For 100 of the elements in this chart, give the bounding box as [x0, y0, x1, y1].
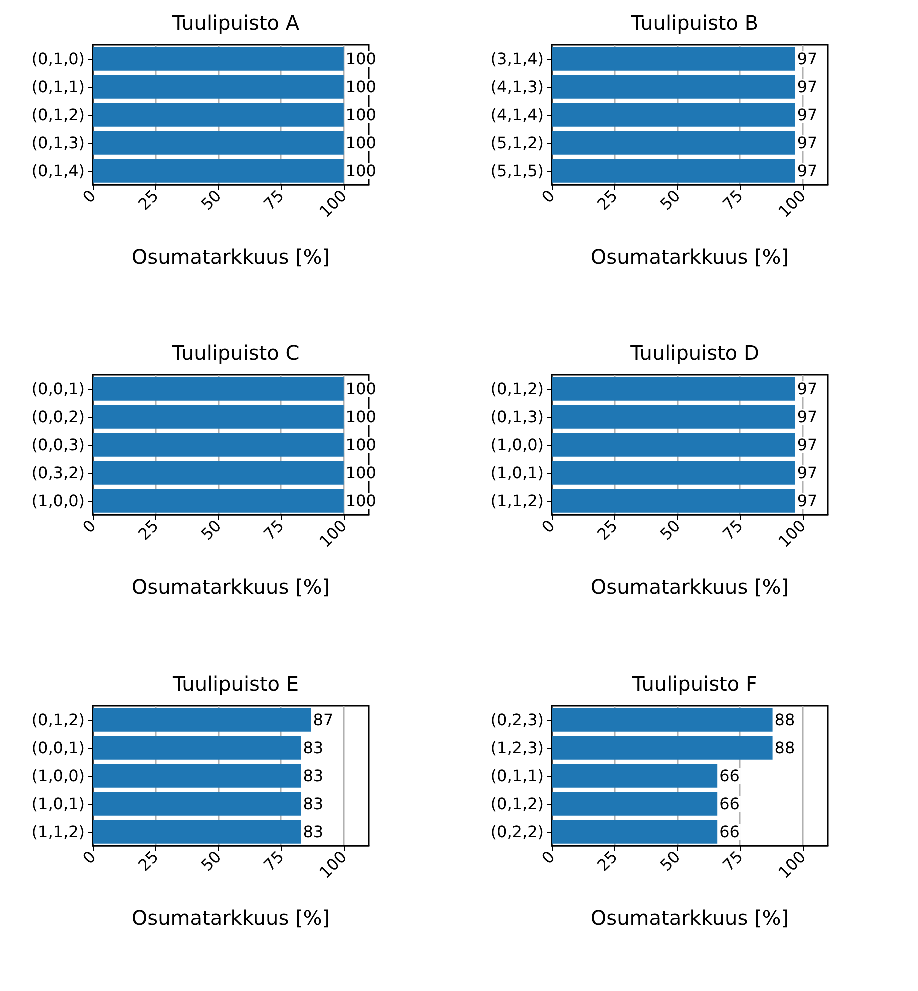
x-tick-label: 25 [134, 516, 162, 544]
y-tick-label: (0,1,3) [32, 134, 85, 152]
y-tick-label: (5,1,2) [490, 134, 544, 152]
chart-title: Tuulipuisto E [172, 672, 300, 696]
y-tick-label: (1,0,0) [32, 492, 85, 511]
data-label: 97 [797, 380, 818, 399]
data-label: 97 [797, 162, 818, 180]
y-tick-label: (3,1,4) [490, 50, 544, 68]
x-tick-label: 100 [316, 846, 351, 882]
x-tick-label: 100 [316, 186, 351, 222]
x-tick-label: 75 [260, 186, 288, 214]
chart-title: Tuulipuisto F [632, 672, 758, 696]
x-tick-label: 0 [538, 516, 559, 538]
y-tick-label: (4,1,3) [490, 78, 544, 96]
y-tick-label: (0,1,3) [490, 408, 544, 427]
data-label: 100 [346, 408, 376, 427]
x-tick-label: 75 [260, 846, 288, 875]
data-label: 83 [303, 794, 324, 814]
data-label: 83 [303, 738, 324, 758]
x-axis-title: Osumatarkkuus [%] [590, 906, 790, 930]
x-tick-label: 75 [719, 516, 747, 544]
y-tick-label: (0,0,1) [32, 380, 85, 399]
x-tick-label: 50 [656, 516, 684, 544]
y-tick-label: (0,1,4) [32, 162, 85, 180]
y-tick-label: (0,1,2) [32, 106, 85, 124]
x-tick-label: 25 [594, 186, 622, 214]
x-tick-label: 75 [719, 846, 747, 875]
x-tick-label: 0 [79, 186, 100, 207]
y-tick-label: (0,0,1) [32, 738, 85, 758]
y-tick-label: (1,0,0) [32, 766, 85, 786]
x-axis-title: Osumatarkkuus [%] [132, 906, 330, 930]
data-label: 97 [797, 408, 818, 427]
y-tick-label: (0,1,2) [490, 794, 544, 814]
x-tick-label: 100 [774, 516, 810, 552]
data-label: 97 [797, 78, 818, 96]
data-label: 100 [346, 50, 376, 68]
x-axis-title: Osumatarkkuus [%] [132, 245, 330, 269]
data-label: 97 [797, 492, 818, 511]
y-tick-label: (0,1,2) [490, 380, 544, 399]
chart-title: Tuulipuisto D [630, 341, 760, 366]
y-tick-label: (0,3,2) [32, 464, 85, 483]
chart-title: Tuulipuisto B [630, 11, 759, 35]
x-tick-label: 25 [134, 186, 162, 214]
data-label: 100 [346, 492, 376, 511]
y-tick-label: (0,0,2) [32, 408, 85, 427]
x-tick-label: 100 [316, 516, 351, 552]
data-label: 97 [797, 134, 818, 152]
y-tick-label: (0,1,2) [32, 710, 85, 730]
x-tick-label: 0 [79, 846, 100, 868]
x-tick-label: 25 [594, 846, 622, 875]
x-tick-label: 100 [774, 186, 810, 222]
y-tick-label: (0,1,1) [32, 78, 85, 96]
y-tick-label: (0,1,0) [32, 50, 85, 68]
data-label: 66 [720, 794, 740, 814]
y-tick-label: (1,1,2) [490, 492, 544, 511]
x-tick-label: 75 [719, 186, 747, 214]
x-tick-label: 50 [197, 186, 226, 214]
y-tick-label: (1,0,0) [490, 436, 544, 455]
x-tick-label: 50 [656, 186, 684, 214]
data-label: 66 [720, 766, 740, 786]
x-tick-label: 75 [260, 516, 288, 544]
x-tick-label: 0 [538, 186, 559, 207]
data-label: 100 [346, 464, 376, 483]
data-label: 88 [774, 710, 796, 730]
x-tick-label: 100 [774, 846, 810, 882]
y-tick-label: (1,0,1) [32, 794, 85, 814]
x-axis-title: Osumatarkkuus [%] [590, 575, 790, 600]
data-label: 100 [346, 106, 376, 124]
data-label: 97 [797, 464, 818, 483]
data-label: 87 [313, 710, 334, 730]
y-tick-label: (0,2,3) [490, 710, 544, 730]
data-label: 83 [303, 766, 324, 786]
y-tick-label: (0,1,1) [490, 766, 544, 786]
data-label: 88 [774, 738, 796, 758]
data-label: 100 [346, 78, 376, 96]
x-tick-label: 50 [197, 516, 226, 544]
x-tick-label: 0 [79, 516, 100, 538]
x-axis-title: Osumatarkkuus [%] [132, 575, 330, 600]
x-tick-label: 25 [134, 846, 162, 875]
data-label: 97 [797, 106, 818, 124]
y-tick-label: (1,2,3) [490, 738, 544, 758]
y-tick-label: (1,0,1) [490, 464, 544, 483]
x-tick-label: 25 [594, 516, 622, 544]
data-label: 100 [346, 436, 376, 455]
y-tick-label: (0,0,3) [32, 436, 85, 455]
chart-title: Tuulipuisto C [171, 341, 300, 366]
data-label: 100 [346, 380, 376, 399]
data-label: 66 [720, 822, 740, 842]
x-tick-label: 50 [197, 846, 226, 875]
y-tick-label: (5,1,5) [490, 162, 544, 180]
data-label: 97 [797, 436, 818, 455]
data-label: 97 [797, 50, 818, 68]
y-tick-label: (1,1,2) [32, 822, 85, 842]
y-tick-label: (0,2,2) [490, 822, 544, 842]
chart-title: Tuulipuisto A [171, 11, 300, 35]
x-axis-title: Osumatarkkuus [%] [590, 245, 790, 269]
data-label: 100 [346, 134, 376, 152]
x-tick-label: 0 [538, 846, 559, 868]
data-label: 83 [303, 822, 324, 842]
x-tick-label: 50 [656, 846, 684, 875]
